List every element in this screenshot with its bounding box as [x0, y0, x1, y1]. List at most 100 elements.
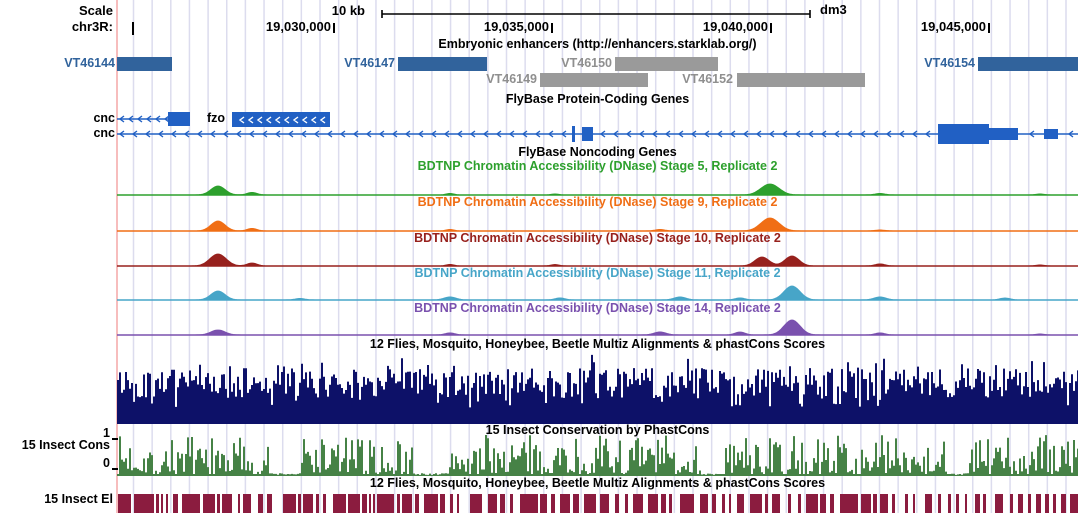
gene-label-cnc-nc[interactable]: cnc: [93, 126, 115, 140]
enhancer-label-VT46150[interactable]: VT46150: [561, 56, 612, 70]
conserved-element-block[interactable]: [680, 494, 694, 513]
conserved-element-block[interactable]: [156, 494, 159, 513]
conserved-element-block[interactable]: [633, 494, 643, 513]
conserved-element-block[interactable]: [520, 494, 538, 513]
conserved-element-block[interactable]: [488, 494, 497, 513]
enhancer-box-VT46147[interactable]: [398, 57, 487, 71]
enhancer-label-VT46149[interactable]: VT46149: [486, 72, 537, 86]
conserved-element-block[interactable]: [1053, 494, 1056, 513]
conserved-element-block[interactable]: [118, 494, 131, 513]
conserved-element-block[interactable]: [820, 494, 826, 513]
conserved-element-block[interactable]: [377, 494, 394, 513]
conserved-element-block[interactable]: [661, 494, 666, 513]
conserved-element-block[interactable]: [905, 494, 908, 513]
gene-label-fzo[interactable]: fzo: [207, 111, 226, 125]
conserved-element-block[interactable]: [737, 494, 744, 513]
conserved-element-block[interactable]: [470, 494, 482, 513]
conserved-element-block[interactable]: [362, 494, 367, 513]
conserved-element-block[interactable]: [1070, 494, 1078, 513]
conserved-element-block[interactable]: [573, 494, 579, 513]
enhancer-label-VT46154[interactable]: VT46154: [924, 56, 975, 70]
signal-area-4[interactable]: [117, 319, 1078, 336]
conserved-element-block[interactable]: [625, 494, 628, 513]
conserved-element-block[interactable]: [166, 494, 168, 513]
conserved-element-block[interactable]: [1028, 494, 1031, 513]
conserved-element-block[interactable]: [243, 494, 251, 513]
signal-area-3[interactable]: [117, 285, 1078, 301]
conserved-element-block[interactable]: [238, 494, 240, 513]
conserved-element-block[interactable]: [182, 494, 200, 513]
signal-area-2[interactable]: [117, 253, 1078, 267]
conserved-element-block[interactable]: [956, 494, 959, 513]
conserved-element-block[interactable]: [415, 494, 419, 513]
conserved-element-block[interactable]: [584, 494, 596, 513]
track-label-insect-elements[interactable]: 15 Insect El: [44, 492, 113, 506]
conserved-element-block[interactable]: [700, 494, 708, 513]
conserved-element-block[interactable]: [1018, 494, 1023, 513]
conserved-element-block[interactable]: [348, 494, 360, 513]
conserved-element-block[interactable]: [397, 494, 400, 513]
conserved-element-block[interactable]: [457, 494, 459, 513]
conserved-element-block[interactable]: [217, 494, 220, 513]
gene-cnc-pc-exon[interactable]: [168, 112, 190, 126]
conserved-element-block[interactable]: [925, 494, 932, 513]
enhancer-label-VT46147[interactable]: VT46147: [344, 56, 395, 70]
gene-cnc-nc-exon[interactable]: [1044, 129, 1058, 139]
conserved-element-block[interactable]: [134, 494, 154, 513]
conserved-element-block[interactable]: [600, 494, 609, 513]
conserved-element-block[interactable]: [712, 494, 716, 513]
conserved-element-block[interactable]: [965, 494, 967, 513]
conserved-element-block[interactable]: [648, 494, 658, 513]
conserved-element-block[interactable]: [1045, 494, 1049, 513]
conserved-element-block[interactable]: [510, 494, 513, 513]
conserved-element-block[interactable]: [806, 494, 818, 513]
conserved-element-block[interactable]: [298, 494, 301, 513]
conserved-element-block[interactable]: [1010, 494, 1013, 513]
enhancer-label-VT46152[interactable]: VT46152: [682, 72, 733, 86]
conserved-element-block[interactable]: [873, 494, 877, 513]
conserved-element-block[interactable]: [203, 494, 215, 513]
conserved-element-block[interactable]: [750, 494, 762, 513]
conserved-element-block[interactable]: [540, 494, 547, 513]
conserved-element-block[interactable]: [938, 494, 941, 513]
conserved-element-block[interactable]: [560, 494, 570, 513]
multiz-histogram[interactable]: [117, 354, 1078, 424]
conserved-element-block[interactable]: [948, 494, 951, 513]
conserved-element-block[interactable]: [1061, 494, 1066, 513]
conserved-element-block[interactable]: [373, 494, 375, 513]
conserved-element-block[interactable]: [615, 494, 619, 513]
conserved-element-block[interactable]: [450, 494, 453, 513]
conserved-element-block[interactable]: [316, 494, 319, 513]
conserved-element-block[interactable]: [975, 494, 980, 513]
conserved-element-block[interactable]: [440, 494, 445, 513]
conserved-element-block[interactable]: [369, 494, 371, 513]
conserved-element-block[interactable]: [913, 494, 915, 513]
conserved-element-block[interactable]: [840, 494, 858, 513]
conserved-element-block[interactable]: [333, 494, 346, 513]
conserved-element-block[interactable]: [722, 494, 725, 513]
conserved-element-block[interactable]: [1036, 494, 1041, 513]
enhancer-label-VT46144[interactable]: VT46144: [64, 56, 115, 70]
conserved-element-block[interactable]: [892, 494, 895, 513]
conserved-element-block[interactable]: [788, 494, 791, 513]
conserved-element-block[interactable]: [551, 494, 555, 513]
conserved-element-block[interactable]: [880, 494, 888, 513]
conserved-element-block[interactable]: [983, 494, 986, 513]
conserved-element-block[interactable]: [765, 494, 768, 513]
enhancer-box-VT46144[interactable]: [117, 57, 172, 71]
conserved-element-block[interactable]: [995, 494, 1003, 513]
enhancer-box-VT46149[interactable]: [540, 73, 648, 87]
conserved-element-block[interactable]: [283, 494, 296, 513]
gene-cnc-nc-exon[interactable]: [989, 128, 1018, 140]
conserved-element-block[interactable]: [267, 494, 272, 513]
conserved-element-block[interactable]: [323, 494, 326, 513]
conservation-histogram[interactable]: [117, 435, 1078, 476]
conserved-element-block[interactable]: [258, 494, 263, 513]
gene-label-cnc-pc[interactable]: cnc: [93, 111, 115, 125]
gene-fzo-box[interactable]: [232, 112, 330, 127]
conserved-element-block[interactable]: [303, 494, 313, 513]
gene-cnc-nc-exon[interactable]: [582, 127, 593, 141]
conserved-element-block[interactable]: [402, 494, 412, 513]
enhancer-box-VT46154[interactable]: [978, 57, 1078, 71]
enhancer-box-VT46150[interactable]: [615, 57, 718, 71]
